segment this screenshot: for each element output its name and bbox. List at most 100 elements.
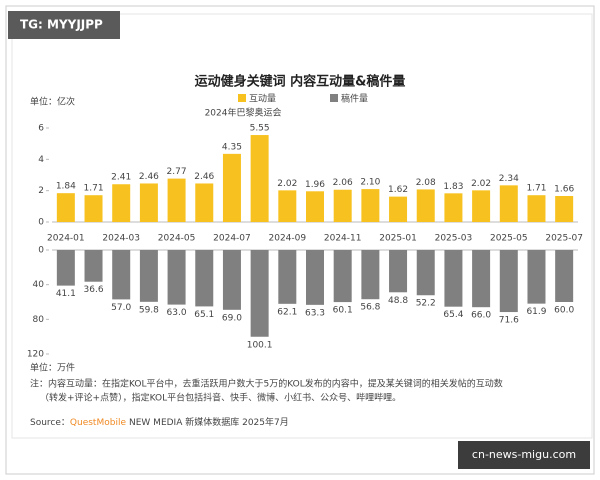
y-tick-label: 0 xyxy=(38,246,44,256)
bar xyxy=(112,184,131,222)
value-label: 2.02 xyxy=(277,179,297,189)
bar xyxy=(389,250,408,293)
value-label: 63.0 xyxy=(167,308,187,318)
value-label: 69.0 xyxy=(222,313,242,323)
site-box xyxy=(458,441,590,469)
watermark: TG: MYYJJPP xyxy=(20,18,103,32)
value-label: 71.6 xyxy=(499,316,519,326)
value-label: 41.1 xyxy=(56,289,76,299)
x-tick-label: 2024-11 xyxy=(324,234,362,244)
value-label: 62.1 xyxy=(277,307,297,317)
x-tick-label: 2025-05 xyxy=(490,234,528,244)
value-label: 65.1 xyxy=(194,310,214,320)
bar xyxy=(195,250,214,307)
value-label: 48.8 xyxy=(388,296,408,306)
x-tick-label: 2025-01 xyxy=(379,234,417,244)
bar xyxy=(499,250,518,313)
bar xyxy=(555,195,574,222)
y-axis-label: 单位：亿次 xyxy=(30,96,75,108)
value-label: 1.84 xyxy=(56,182,76,192)
bar xyxy=(499,185,518,222)
value-label: 2.08 xyxy=(416,178,436,188)
value-label: 66.0 xyxy=(471,311,491,321)
site: cn-news-migu.com xyxy=(472,448,576,461)
source: Source：QuestMobile NEW MEDIA 新媒体数据库 2025年… xyxy=(30,416,289,428)
bar xyxy=(444,193,463,222)
value-label: 2.46 xyxy=(194,172,214,182)
bar xyxy=(278,190,297,222)
legend-label: 互动量 xyxy=(249,94,276,105)
bar xyxy=(527,195,546,222)
bar xyxy=(306,250,324,305)
bar xyxy=(361,189,380,222)
value-label: 60.0 xyxy=(554,306,574,316)
bar xyxy=(167,178,186,222)
bar xyxy=(222,153,241,222)
legend-label: 稿件量 xyxy=(341,93,368,105)
value-label: 65.4 xyxy=(443,310,463,320)
x-tick-label: 2025-07 xyxy=(545,234,583,244)
note: （转发+评论+点赞），指定KOL平台包括抖音、快手、微博、小红书、公众号、哔哩哔… xyxy=(40,392,401,404)
value-label: 61.9 xyxy=(526,307,546,317)
bar xyxy=(416,250,435,296)
value-label: 4.35 xyxy=(222,142,242,152)
note: 注：内容互动量：在指定KOL平台中，去重活跃用户数大于5万的KOL发布的内容中，… xyxy=(30,378,503,390)
value-label: 63.3 xyxy=(305,308,325,318)
value-label: 1.66 xyxy=(554,184,574,194)
value-label: 56.8 xyxy=(360,303,380,313)
bar xyxy=(361,250,380,300)
value-label: 2.10 xyxy=(360,178,380,188)
x-tick-label: 2025-03 xyxy=(435,234,473,244)
bar xyxy=(222,250,241,310)
bar xyxy=(527,250,546,304)
annotation: 2024年巴黎奥运会 xyxy=(205,107,282,119)
card xyxy=(11,13,593,439)
x-tick-label: 2024-09 xyxy=(269,234,307,244)
legend-swatch xyxy=(330,94,338,102)
x-tick-label: 2024-07 xyxy=(213,234,251,244)
source-brand: QuestMobile xyxy=(70,418,127,428)
value-label: 60.1 xyxy=(333,306,353,316)
y-axis-label: 单位：万件 xyxy=(30,362,75,374)
bar xyxy=(250,250,269,337)
bar xyxy=(333,250,352,303)
bar xyxy=(56,250,75,286)
y-tick-label: 120 xyxy=(27,350,44,360)
y-tick-label: 6 xyxy=(38,124,44,134)
x-tick-label: 2024-05 xyxy=(158,234,196,244)
bar xyxy=(555,250,574,302)
value-label: 2.34 xyxy=(499,174,519,184)
bar xyxy=(333,189,352,222)
bar xyxy=(167,250,186,305)
bar xyxy=(389,196,408,222)
value-label: 1.71 xyxy=(526,184,546,194)
bar xyxy=(84,195,103,222)
bar xyxy=(195,183,214,222)
bar xyxy=(139,183,158,222)
watermark-box xyxy=(8,11,120,39)
value-label: 2.06 xyxy=(333,178,353,188)
bar xyxy=(472,190,491,222)
value-label: 1.71 xyxy=(84,184,104,194)
y-tick-label: 80 xyxy=(33,315,45,325)
bar xyxy=(416,189,435,222)
legend-swatch xyxy=(238,94,246,102)
y-tick-label: 2 xyxy=(38,186,44,196)
bar xyxy=(56,193,75,222)
bar xyxy=(278,250,297,304)
source-prefix: Source： xyxy=(30,418,70,428)
y-tick-label: 0 xyxy=(38,218,44,228)
value-label: 1.62 xyxy=(388,185,408,195)
bar xyxy=(306,191,324,222)
value-label: 1.96 xyxy=(305,180,325,190)
bar xyxy=(139,250,158,302)
x-tick-label: 2024-03 xyxy=(102,234,140,244)
value-label: 100.1 xyxy=(247,340,273,350)
bar xyxy=(84,250,103,282)
bar xyxy=(472,250,491,308)
chart-title: 运动健身关键词 内容互动量&稿件量 xyxy=(195,74,406,90)
bar xyxy=(250,135,269,222)
bar xyxy=(444,250,463,307)
